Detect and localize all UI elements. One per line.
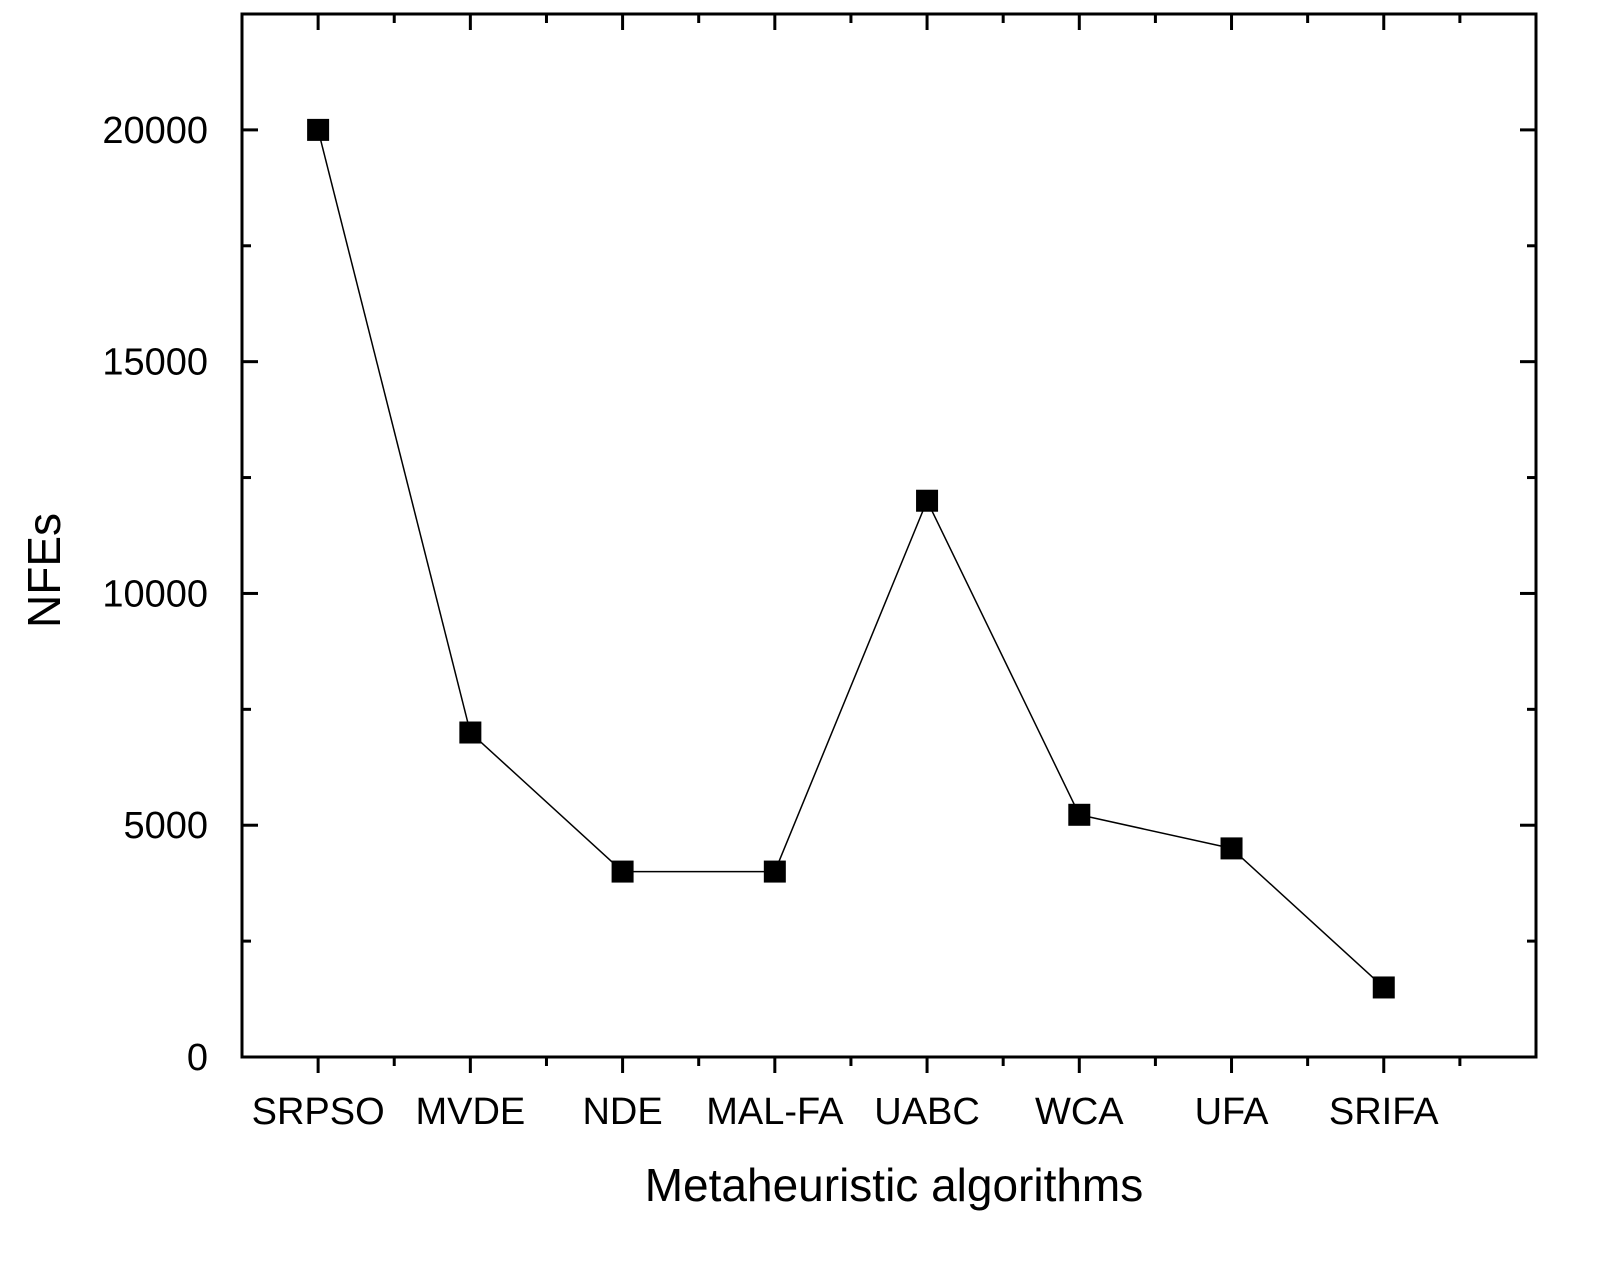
ticks-layer [242,12,1536,1073]
series-line-segment [1231,847,1385,989]
data-point-marker [1372,976,1395,999]
x-tick-label: SRIFA [1329,1091,1439,1133]
data-point-marker [611,860,634,883]
series-line-segment [1079,814,1232,850]
data-point-marker [1068,803,1091,826]
x-axis-title: Metaheuristic algorithms [645,1159,1144,1211]
plot-frame [240,12,1538,1059]
data-point-marker [459,721,482,744]
x-tick-label: MAL-FA [706,1091,844,1133]
x-tick-label: WCA [1035,1091,1124,1133]
data-point-marker [916,489,939,512]
series-line-segment [317,129,472,733]
labels-layer: 0 5000 10000 15000 20000 SRPSO MVDE NDE MAL-FA UA… [102,110,1439,1133]
series-line-segment [469,731,624,873]
x-tick-label: SRPSO [252,1091,385,1133]
x-tick-label: UABC [874,1091,980,1133]
markers-layer [307,118,1395,999]
series-line-segment [774,500,928,872]
x-tick-label: UFA [1195,1091,1270,1133]
y-tick-label: 15000 [102,342,208,384]
y-tick-label: 20000 [102,110,208,152]
y-axis-title: NFEs [18,513,70,628]
x-tick-label: MVDE [415,1091,525,1133]
y-tick-label: 5000 [123,805,208,847]
lines-layer [317,129,1385,989]
y-tick-label: 0 [187,1037,208,1079]
x-tick-label: NDE [582,1091,662,1133]
data-point-marker [307,118,330,141]
series-line-segment [926,500,1080,816]
y-tick-label: 10000 [102,573,208,615]
data-point-marker [1220,837,1243,860]
data-point-marker [763,860,786,883]
